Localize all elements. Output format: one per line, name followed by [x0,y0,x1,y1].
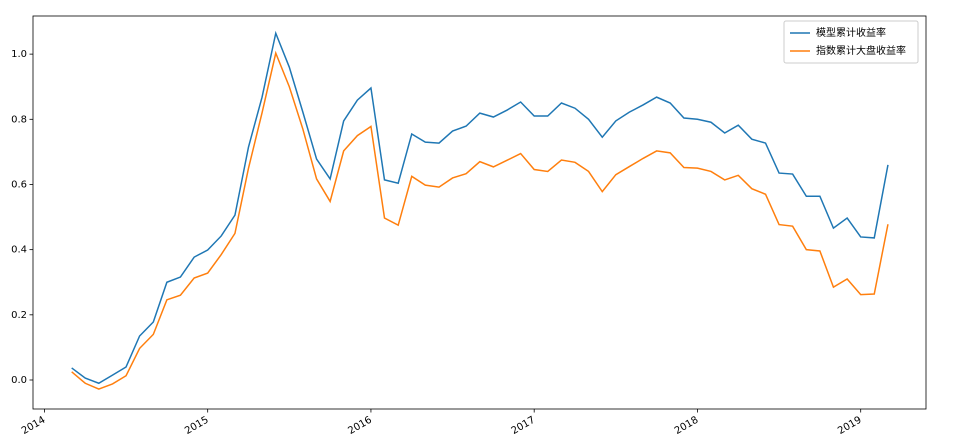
series-line [71,30,889,385]
x-tick-label: 2018 [673,415,701,437]
legend-box [783,20,919,64]
y-tick-label: 0.6 [11,179,27,190]
series-line [71,50,889,390]
y-tick-label: 1.0 [11,49,27,60]
legend-label: 指数累计大盘收益率 [816,44,906,57]
y-tick-label: 0.8 [11,114,27,125]
x-tick-label: 2019 [836,415,864,437]
y-tick-label: 0.4 [11,245,27,256]
x-tick-label: 2014 [20,415,48,437]
x-tick-label: 2017 [510,415,538,437]
x-tick-label: 2016 [346,415,374,437]
y-tick-label: 0.0 [11,375,27,386]
x-tick-label: 2015 [183,415,211,437]
legend-label: 模型累计收益率 [816,26,886,39]
y-tick-label: 0.2 [11,310,27,321]
plot-frame [32,15,927,410]
